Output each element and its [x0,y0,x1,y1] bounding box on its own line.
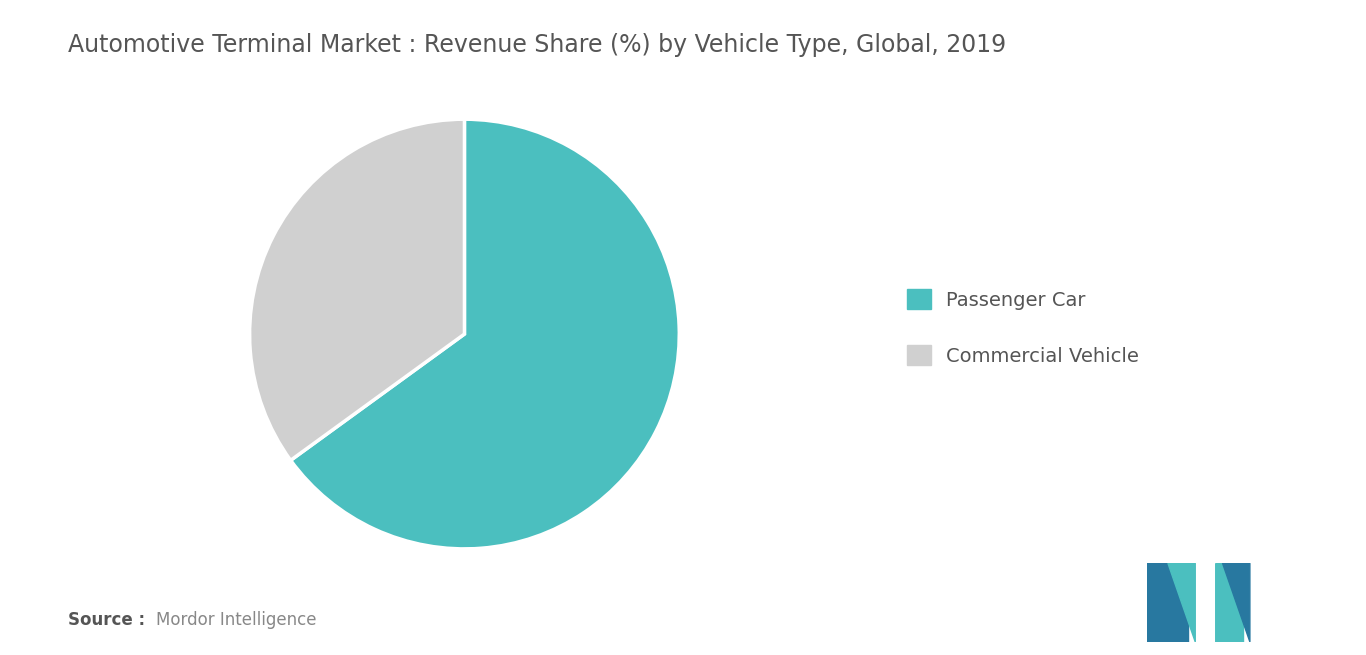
Wedge shape [291,119,679,549]
Polygon shape [1147,563,1188,642]
Polygon shape [1223,563,1250,642]
Text: Source :: Source : [68,611,145,629]
Polygon shape [1168,563,1195,642]
Text: Automotive Terminal Market : Revenue Share (%) by Vehicle Type, Global, 2019: Automotive Terminal Market : Revenue Sha… [68,33,1007,57]
Legend: Passenger Car, Commercial Vehicle: Passenger Car, Commercial Vehicle [897,280,1149,375]
Polygon shape [1147,563,1188,642]
Polygon shape [1216,563,1243,642]
Polygon shape [1147,563,1182,642]
Polygon shape [1147,563,1182,642]
Text: Mordor Intelligence: Mordor Intelligence [156,611,316,629]
Wedge shape [250,119,464,460]
Polygon shape [1216,563,1243,642]
